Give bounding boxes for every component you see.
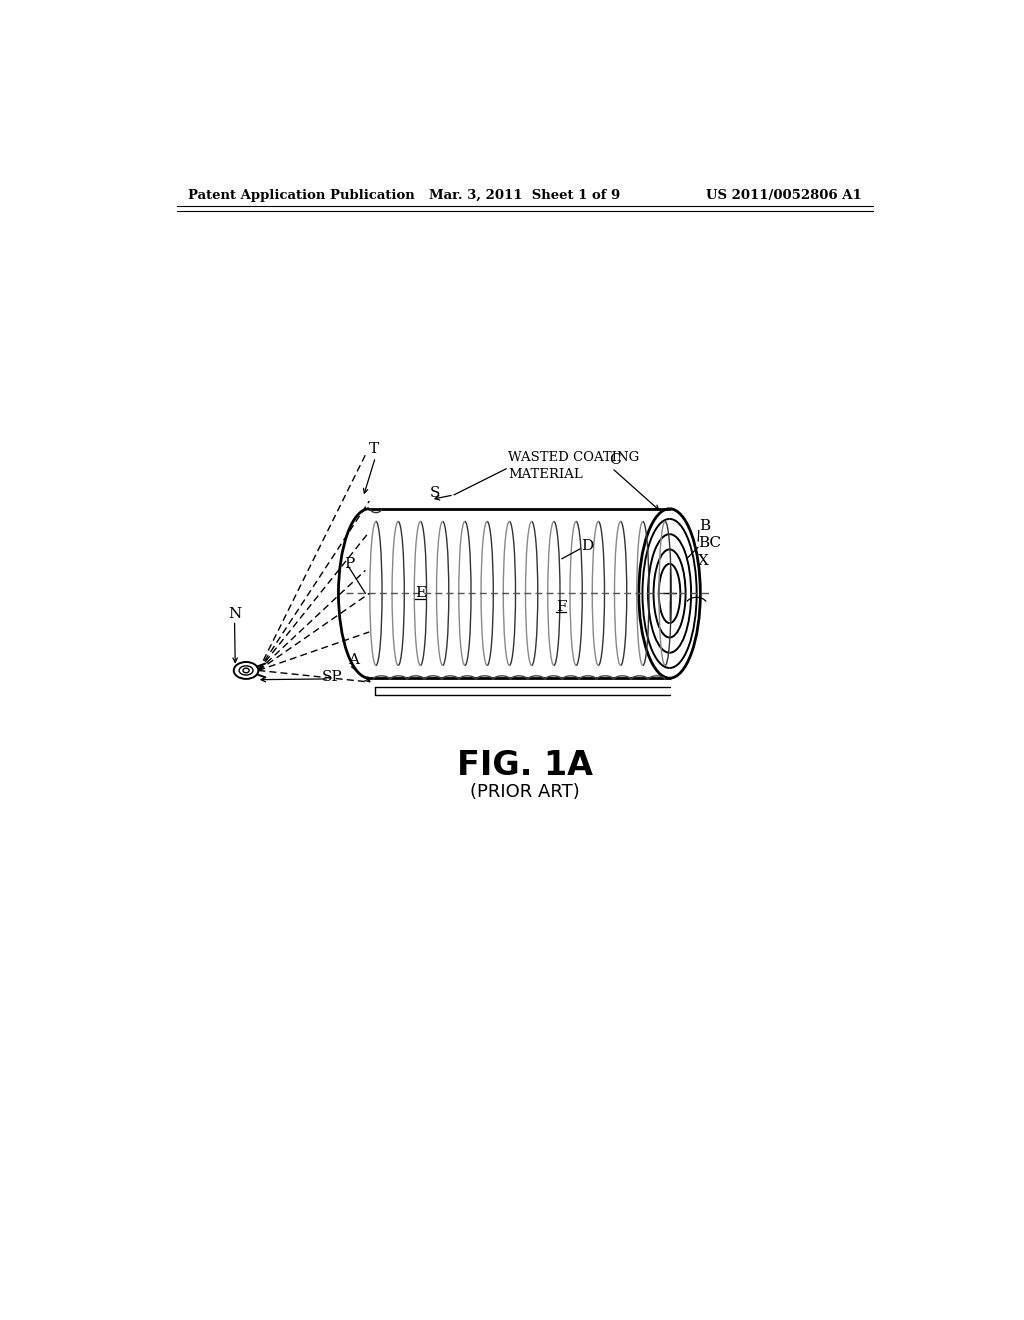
Text: WASTED COATING
MATERIAL: WASTED COATING MATERIAL bbox=[508, 451, 639, 482]
Text: Patent Application Publication: Patent Application Publication bbox=[188, 189, 415, 202]
Text: A: A bbox=[348, 653, 359, 668]
Text: E: E bbox=[416, 586, 427, 601]
Text: (PRIOR ART): (PRIOR ART) bbox=[470, 783, 580, 801]
Text: FIG. 1A: FIG. 1A bbox=[457, 748, 593, 781]
Text: C: C bbox=[608, 453, 621, 467]
Ellipse shape bbox=[240, 665, 253, 675]
Text: T: T bbox=[370, 442, 379, 457]
Text: SP: SP bbox=[322, 669, 342, 684]
Text: US 2011/0052806 A1: US 2011/0052806 A1 bbox=[707, 189, 862, 202]
Text: S: S bbox=[429, 486, 439, 499]
Text: B: B bbox=[698, 520, 710, 533]
Ellipse shape bbox=[233, 663, 258, 678]
Text: Mar. 3, 2011  Sheet 1 of 9: Mar. 3, 2011 Sheet 1 of 9 bbox=[429, 189, 621, 202]
Ellipse shape bbox=[243, 668, 249, 673]
Text: P: P bbox=[345, 557, 355, 572]
Text: F: F bbox=[556, 599, 567, 614]
Text: X: X bbox=[698, 554, 709, 568]
Text: BC: BC bbox=[698, 536, 721, 550]
Text: D: D bbox=[581, 539, 593, 553]
Text: N: N bbox=[228, 607, 242, 622]
